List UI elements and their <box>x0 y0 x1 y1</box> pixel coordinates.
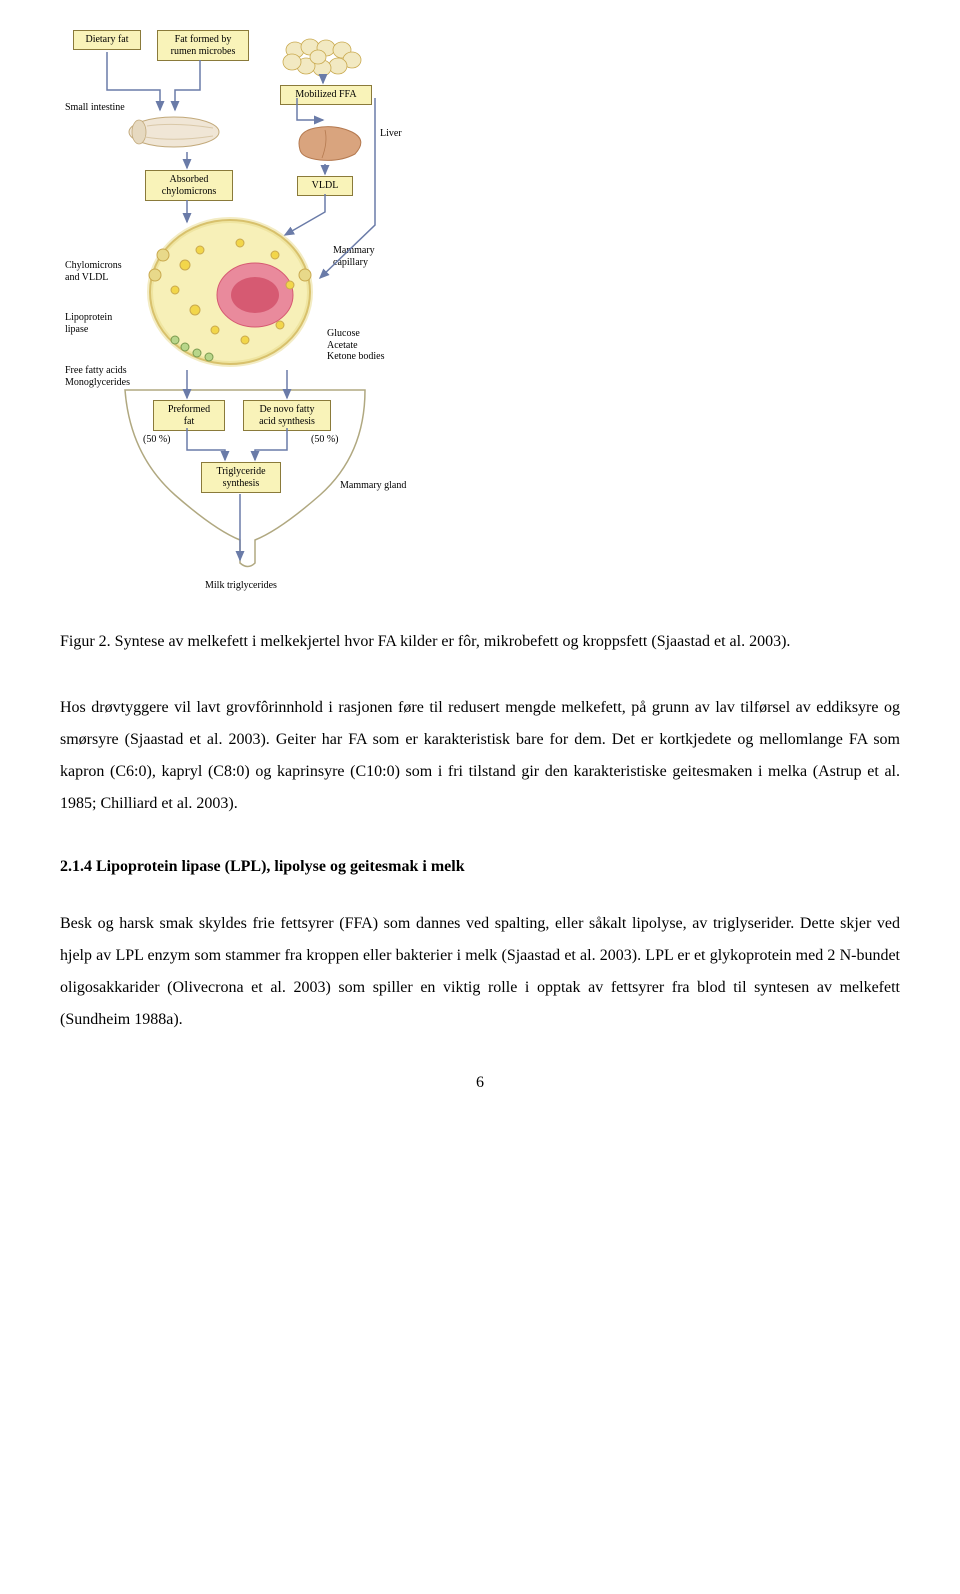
lipid-synthesis-diagram: Dietary fat Fat formed byrumen microbes … <box>65 30 445 600</box>
liver-illustration <box>290 122 370 164</box>
label-liver: Liver <box>380 128 402 140</box>
label-chylo-vldl: Chylomicronsand VLDL <box>65 260 122 283</box>
box-vldl: VLDL <box>297 176 353 196</box>
adipose-illustration <box>280 38 365 78</box>
box-absorbed-chylo: Absorbedchylomicrons <box>145 170 233 201</box>
paragraph-1: Hos drøvtyggere vil lavt grovfôrinnhold … <box>60 692 900 820</box>
label-small-intestine: Small intestine <box>65 102 125 114</box>
label-glucose-etc: GlucoseAcetateKetone bodies <box>327 328 385 363</box>
mammary-cell-illustration <box>145 215 315 370</box>
intestine-illustration <box>127 112 222 152</box>
page-number: 6 <box>60 1074 900 1092</box>
box-mobilized-ffa: Mobilized FFA <box>280 85 372 105</box>
mammary-gland-illustration <box>120 385 370 570</box>
paragraph-2: Besk og harsk smak skyldes frie fettsyre… <box>60 908 900 1036</box>
section-heading: 2.1.4 Lipoprotein lipase (LPL), lipolyse… <box>60 858 900 876</box>
figure-caption: Figur 2. Syntese av melkefett i melkekje… <box>60 630 900 654</box>
box-rumen-fat: Fat formed byrumen microbes <box>157 30 249 61</box>
label-milk-tg: Milk triglycerides <box>205 580 277 592</box>
box-dietary-fat: Dietary fat <box>73 30 141 50</box>
label-mammary-capillary: Mammarycapillary <box>333 245 375 268</box>
label-lipoprotein-lipase: Lipoproteinlipase <box>65 312 112 335</box>
